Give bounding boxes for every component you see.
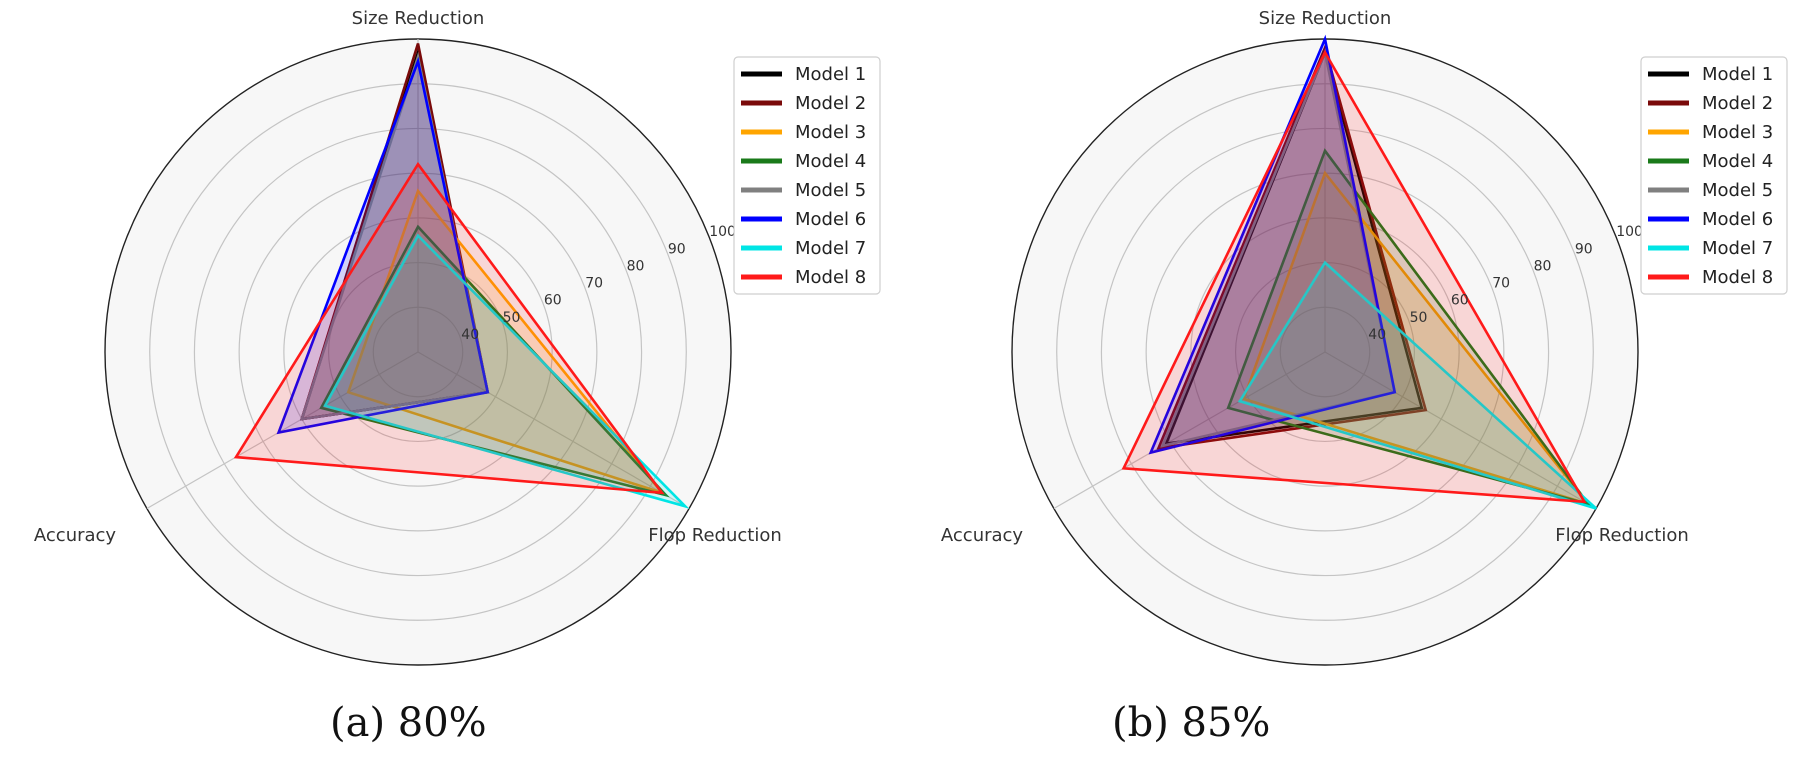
legend-label: Model 4 xyxy=(795,151,866,172)
r-tick-label: 50 xyxy=(503,310,521,326)
series-polygon-model-6 xyxy=(1148,34,1397,455)
r-tick-label: 70 xyxy=(585,276,603,292)
axis-spoke xyxy=(1053,351,1326,510)
axis-label-size-reduction: Size Reduction xyxy=(352,8,485,29)
legend-label: Model 4 xyxy=(1702,151,1773,172)
legend-box xyxy=(1640,56,1788,295)
r-tick-label: 60 xyxy=(1451,293,1469,309)
r-tick-label: 40 xyxy=(461,327,479,343)
radar-chart-a: 40 50 60 70 80 90 100 Size Reduction Flop Reduct… xyxy=(34,8,881,666)
r-tick-label: 100 xyxy=(1616,224,1643,240)
legend-label: Model 7 xyxy=(1702,238,1773,259)
legend-label: Model 6 xyxy=(795,209,866,230)
caption-b: (b) 85% xyxy=(1112,700,1271,746)
caption-a: (a) 80% xyxy=(330,700,487,746)
figure-b: 40 50 60 70 80 90 100 Size Reduction Flop Reduct… xyxy=(907,0,1815,757)
series-polygon-model-8 xyxy=(1121,49,1587,504)
legend-label: Model 8 xyxy=(1702,267,1773,288)
legend: Model 1 Model 2 Model 3 Model 4 Model 5 Model… xyxy=(733,56,881,295)
axis-spoke xyxy=(417,351,690,510)
axis-label-accuracy: Accuracy xyxy=(34,525,117,546)
series-polygon-model-2 xyxy=(1156,43,1428,450)
legend-label: Model 1 xyxy=(795,64,866,85)
legend: Model 1 Model 2 Model 3 Model 4 Model 5 Model… xyxy=(1640,56,1788,295)
r-tick-label: 90 xyxy=(668,241,686,257)
legend-label: Model 5 xyxy=(795,180,866,201)
r-tick-label: 80 xyxy=(1534,258,1552,274)
legend-label: Model 2 xyxy=(795,93,866,114)
radar-chart-b: 40 50 60 70 80 90 100 Size Reduction Flop Reduct… xyxy=(941,8,1788,666)
axis-spoke xyxy=(146,351,419,510)
series-polygon-model-7 xyxy=(323,233,690,509)
r-tick-label: 90 xyxy=(1575,241,1593,257)
series-polygon-model-3 xyxy=(1242,170,1592,507)
legend-label: Model 8 xyxy=(795,267,866,288)
axis-label-flop-reduction: Flop Reduction xyxy=(648,525,782,546)
r-tick-label: 50 xyxy=(1410,310,1428,326)
axis-spoke xyxy=(1324,351,1597,510)
axis-label-accuracy: Accuracy xyxy=(941,525,1024,546)
series-polygon-model-7 xyxy=(1237,260,1597,510)
axis-label-flop-reduction: Flop Reduction xyxy=(1555,525,1689,546)
r-tick-label: 70 xyxy=(1492,276,1510,292)
legend-label: Model 1 xyxy=(1702,64,1773,85)
legend-label: Model 3 xyxy=(795,122,866,143)
series-polygon-model-4 xyxy=(1226,148,1592,507)
legend-label: Model 3 xyxy=(1702,122,1773,143)
r-tick-label: 80 xyxy=(627,258,645,274)
legend-label: Model 6 xyxy=(1702,209,1773,230)
r-tick-label: 100 xyxy=(709,224,736,240)
legend-box xyxy=(733,56,881,295)
r-tick-label: 40 xyxy=(1368,327,1386,343)
legend-label: Model 7 xyxy=(795,238,866,259)
series-polygon-model-6 xyxy=(276,56,490,435)
legend-label: Model 5 xyxy=(1702,180,1773,201)
legend-label: Model 2 xyxy=(1702,93,1773,114)
axis-label-size-reduction: Size Reduction xyxy=(1259,8,1392,29)
series-polygon-model-8 xyxy=(233,161,665,495)
r-tick-label: 60 xyxy=(544,293,562,309)
figure-a: 40 50 60 70 80 90 100 Size Reduction Flop Reduct… xyxy=(34,8,881,746)
